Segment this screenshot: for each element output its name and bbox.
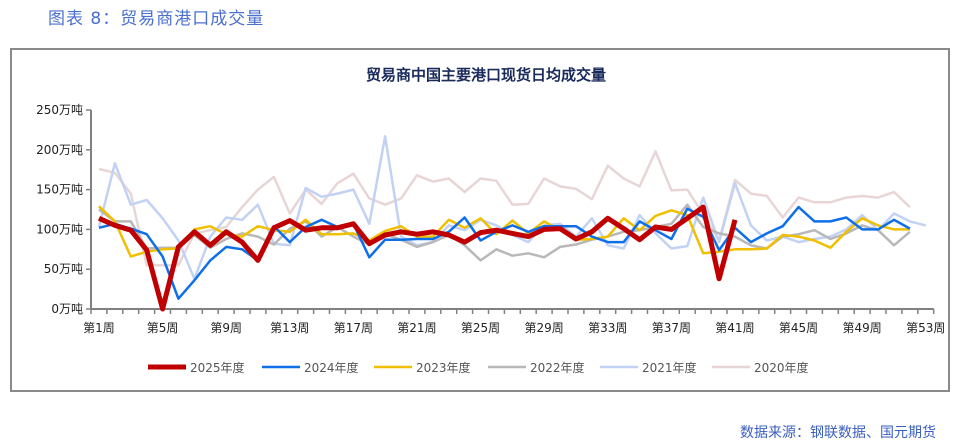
- x-tick-label: 第1周: [83, 321, 115, 335]
- x-tick-label: 第37周: [652, 321, 691, 335]
- y-tick-label: 200万吨: [36, 143, 83, 157]
- x-tick-label: 第9周: [210, 321, 242, 335]
- legend: 2025年度 2024年度 2023年度 2022年度 2021年度 2020年度: [148, 360, 809, 375]
- x-tick-label: 第5周: [147, 321, 179, 335]
- legend-item: 2023年度: [374, 360, 471, 375]
- legend-item: 2021年度: [600, 360, 697, 375]
- y-tick-label: 150万吨: [36, 183, 83, 197]
- x-tick-label: 第13周: [270, 321, 309, 335]
- series-line-2024年度: [98, 205, 911, 300]
- series-lines: [97, 135, 927, 312]
- y-tick-label: 0万吨: [51, 302, 83, 316]
- legend-label: 2025年度: [190, 360, 245, 375]
- y-tick-label: 50万吨: [44, 262, 83, 276]
- legend-label: 2021年度: [642, 360, 697, 375]
- x-tick-label: 第17周: [334, 321, 373, 335]
- x-tick-label: 第45周: [779, 321, 818, 335]
- y-tick-label: 250万吨: [36, 103, 83, 117]
- x-tick-label: 第29周: [525, 321, 564, 335]
- x-tick-label: 第25周: [461, 321, 500, 335]
- legend-label: 2022年度: [530, 360, 585, 375]
- chart-frame: [10, 48, 950, 392]
- legend-item: 2020年度: [712, 360, 809, 375]
- chart-title: 贸易商中国主要港口现货日均成交量: [366, 66, 606, 84]
- legend-label: 2024年度: [304, 360, 359, 375]
- data-source: 数据来源：钢联数据、国元期货: [740, 425, 936, 441]
- x-tick-label: 第53周: [906, 321, 945, 335]
- y-tick-label: 100万吨: [36, 222, 83, 236]
- series-line-2021年度: [97, 135, 927, 281]
- legend-label: 2023年度: [416, 360, 471, 375]
- legend-item: 2025年度: [148, 360, 245, 375]
- legend-label: 2020年度: [754, 360, 809, 375]
- legend-item: 2024年度: [262, 360, 359, 375]
- legend-item: 2022年度: [488, 360, 585, 375]
- x-tick-label: 第21周: [397, 321, 436, 335]
- x-tick-label: 第49周: [843, 321, 882, 335]
- x-tick-label: 第41周: [715, 321, 754, 335]
- series-line-2020年度: [98, 150, 911, 267]
- figure-title: 图表 8：贸易商港口成交量: [48, 9, 265, 29]
- series-line-2025年度: [97, 204, 738, 312]
- x-tick-label: 第33周: [588, 321, 627, 335]
